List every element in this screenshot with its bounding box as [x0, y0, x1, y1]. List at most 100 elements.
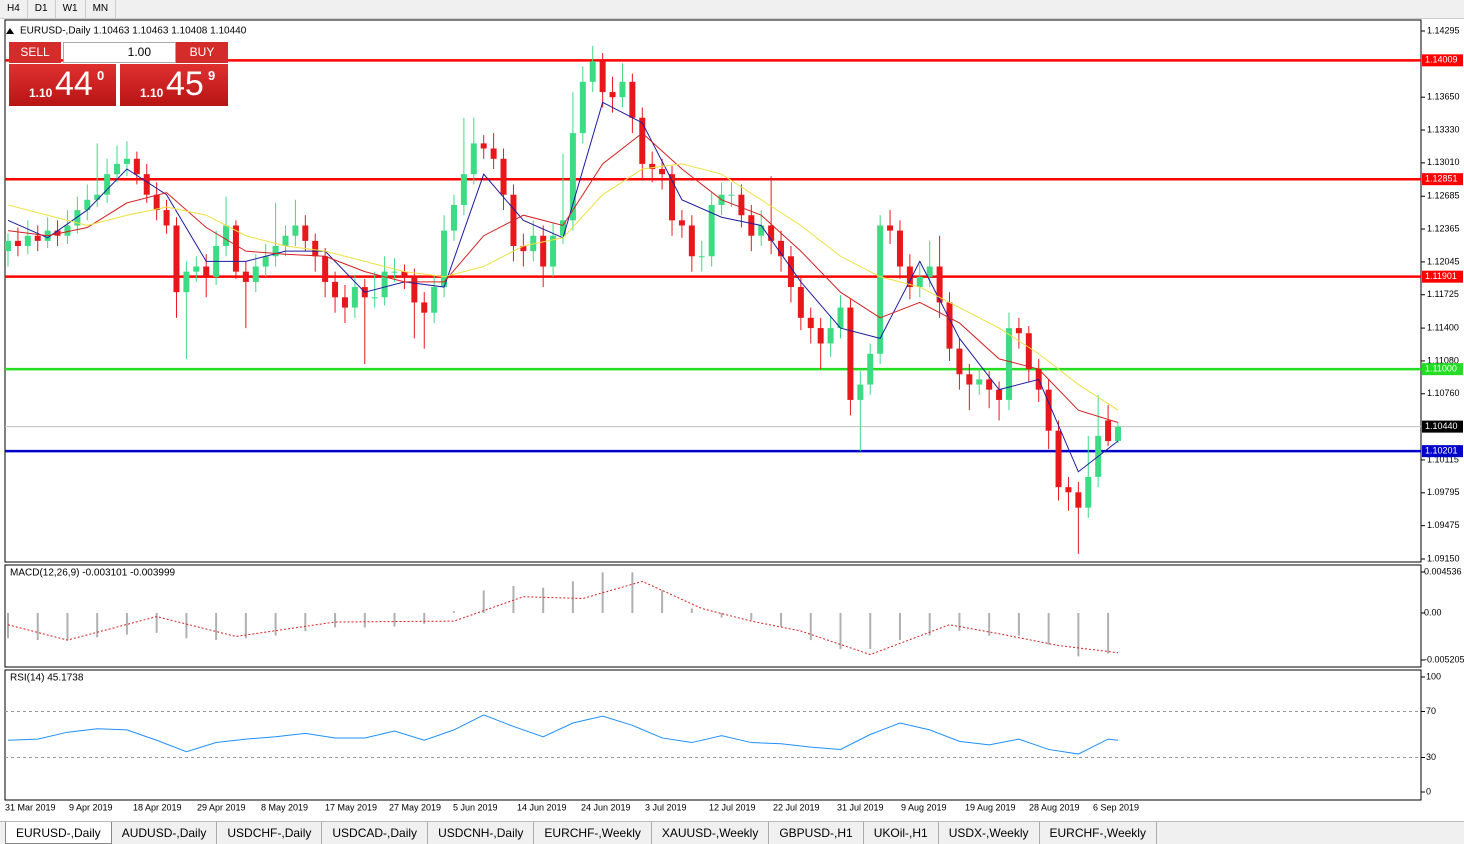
candle-body — [490, 148, 497, 159]
buy-button[interactable]: BUY — [176, 42, 228, 63]
x-tick-label: 9 Aug 2019 — [901, 802, 947, 812]
y-tick-label: 1.09150 — [1427, 553, 1460, 563]
candle-body — [698, 256, 705, 258]
candle-body — [619, 81, 626, 98]
x-tick-label: 31 Jul 2019 — [837, 802, 884, 812]
candle-body — [738, 194, 745, 216]
y-tick-label: 1.11080 — [1427, 355, 1459, 365]
candle-body — [183, 271, 190, 293]
candle-body — [1075, 492, 1082, 508]
candle-body — [480, 143, 487, 149]
timeframe-button[interactable]: D1 — [28, 0, 56, 18]
candle-body — [748, 215, 755, 236]
candle-body — [341, 297, 348, 308]
candle-body — [807, 317, 814, 329]
candle-body — [143, 174, 150, 195]
sell-price[interactable]: 1.10 44 0 — [9, 64, 116, 106]
macd-title: MACD(12,26,9) -0.003101 -0.003999 — [10, 568, 176, 579]
x-tick-label: 24 Jun 2019 — [581, 802, 631, 812]
y-tick-label: 1.09795 — [1427, 487, 1460, 497]
candle-body — [193, 266, 200, 272]
price-pane — [4, 19, 1422, 563]
x-tick-label: 18 Apr 2019 — [133, 802, 182, 812]
moving-average — [7, 163, 1119, 411]
candle-body — [916, 276, 923, 288]
chart-title: EURUSD-,Daily 1.10463 1.10463 1.10408 1.… — [20, 26, 247, 37]
chart-tab[interactable]: USDCNH-,Daily — [428, 822, 535, 844]
candle-body — [688, 225, 695, 257]
level-label-box — [1422, 363, 1463, 376]
candle-body — [629, 81, 636, 118]
y-tick-label: 1.14295 — [1427, 25, 1460, 35]
y-tick-label: 0.004536 — [1424, 566, 1462, 576]
chart-tab[interactable]: USDX-,Weekly — [939, 822, 1040, 844]
chart-tabs: EURUSD-,Daily AUDUSD-,Daily USDCHF-,Daily U… — [0, 821, 1464, 844]
x-tick-label: 31 Mar 2019 — [5, 802, 56, 812]
volume-field[interactable]: 1.00 — [63, 42, 176, 63]
candle-body — [322, 256, 329, 282]
candle-body — [946, 302, 953, 349]
candle-body — [669, 174, 676, 221]
candle-body — [540, 235, 547, 267]
chart-tab[interactable]: AUDUSD-,Daily — [112, 822, 218, 844]
candle-body — [223, 225, 230, 246]
level-label: 1.12851 — [1425, 174, 1458, 184]
candle-body — [1015, 328, 1022, 334]
candle-body — [133, 158, 140, 175]
timeframe-button[interactable]: W1 — [56, 0, 86, 18]
candle-body — [272, 245, 279, 257]
candle-body — [589, 61, 596, 82]
candle-body — [411, 276, 418, 303]
candle-body — [84, 199, 91, 211]
candle-body — [1085, 476, 1092, 508]
candle-body — [599, 61, 606, 93]
candle-body — [1115, 426, 1121, 441]
candle-body — [877, 225, 884, 354]
candle-body — [302, 225, 309, 241]
candle-body — [421, 302, 428, 313]
y-tick-label: 70 — [1426, 706, 1436, 716]
candle-body — [74, 210, 81, 226]
x-tick-label: 14 Jun 2019 — [517, 802, 567, 812]
candle-body — [837, 307, 844, 329]
candle-body — [1105, 420, 1112, 441]
x-tick-label: 6 Sep 2019 — [1093, 802, 1139, 812]
buy-price[interactable]: 1.10 45 9 — [120, 64, 228, 106]
level-label-box — [1422, 445, 1463, 458]
chart-tab[interactable]: USDCHF-,Daily — [217, 822, 323, 844]
chart-tab[interactable]: XAUUSD-,Weekly — [652, 822, 770, 844]
chart: EURUSD-,Daily 1.10463 1.10463 1.10408 1.… — [4, 19, 1464, 812]
y-tick-label: 1.10115 — [1427, 454, 1459, 464]
chart-tab[interactable]: GBPUSD-,H1 — [769, 822, 864, 844]
moving-average — [7, 132, 1119, 423]
candle-body — [926, 266, 933, 277]
point: 9 — [208, 68, 216, 83]
candle-body — [768, 225, 775, 241]
candle-body — [708, 204, 715, 257]
candle-body — [54, 230, 61, 236]
bid-label-box — [1422, 420, 1463, 433]
candle-body — [659, 169, 666, 175]
chart-tab[interactable]: EURUSD-,Daily — [5, 822, 112, 844]
candle-body — [887, 225, 894, 231]
candle-body — [649, 163, 656, 170]
timeframe-button[interactable]: MN — [86, 0, 117, 18]
sell-button[interactable]: SELL — [9, 42, 61, 63]
chart-tab[interactable]: EURCHF-,Weekly — [534, 822, 652, 844]
candle-body — [441, 230, 448, 288]
candle-body — [292, 225, 299, 236]
y-tick-label: 1.13650 — [1427, 92, 1460, 102]
timeframe-button[interactable]: H4 — [0, 0, 28, 18]
chart-tab[interactable]: UKOil-,H1 — [864, 822, 939, 844]
candle-body — [242, 271, 249, 282]
candle-body — [797, 287, 804, 318]
candle-body — [351, 287, 358, 308]
candle-body — [1065, 487, 1072, 493]
candle-body — [966, 374, 973, 385]
chart-tab[interactable]: USDCAD-,Daily — [322, 822, 429, 844]
macd-pane — [4, 564, 1422, 668]
level-label-box — [1422, 54, 1463, 67]
bid-label: 1.10440 — [1425, 421, 1458, 431]
chart-tab[interactable]: EURCHF-,Weekly — [1040, 822, 1157, 844]
candle-body — [936, 266, 943, 303]
